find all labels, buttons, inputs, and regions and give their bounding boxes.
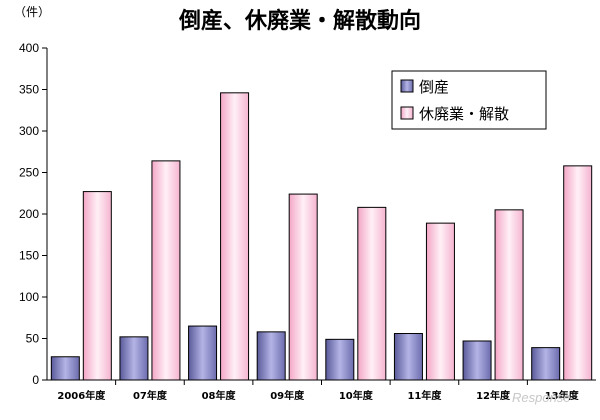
bar-closure-1 — [151, 160, 181, 381]
bar-closure-5 — [425, 222, 455, 381]
x-tick-label: 13年度 — [545, 389, 580, 402]
legend-label-bankruptcy: 倒産 — [419, 78, 449, 96]
y-tick-label: 100 — [19, 290, 39, 304]
legend-swatch-closure — [400, 106, 414, 120]
legend-swatch-bankruptcy — [400, 79, 414, 93]
y-tick-label: 300 — [19, 124, 39, 138]
legend: 倒産 休廃業・解散 — [391, 70, 547, 130]
y-tick-label: 200 — [19, 207, 39, 221]
bar-closure-6 — [494, 209, 524, 381]
chart-title: 倒産、休廃業・解散動向 — [178, 8, 421, 34]
y-tick-label: 50 — [26, 332, 40, 346]
legend-label-closure: 休廃業・解散 — [419, 105, 509, 123]
x-axis-ticks: 2006年度 07年度 08年度 09年度 10年度 11年度 12年度 13年度 — [57, 380, 580, 402]
bar-bankruptcy-7 — [531, 347, 561, 381]
y-tick-label: 250 — [19, 166, 39, 180]
bar-closure-7 — [563, 165, 593, 381]
x-tick-label: 11年度 — [407, 389, 442, 402]
y-axis-ticks: 0 50 100 150 200 250 300 350 400 — [19, 41, 47, 387]
bar-closure-4 — [357, 206, 387, 381]
y-axis-unit-label: （件） — [14, 5, 50, 19]
bars-group — [50, 92, 593, 381]
x-tick-label: 09年度 — [270, 389, 305, 402]
bar-bankruptcy-3 — [256, 331, 286, 381]
bar-closure-3 — [288, 193, 318, 381]
bar-bankruptcy-5 — [393, 333, 423, 381]
bar-bankruptcy-2 — [188, 325, 218, 381]
x-tick-label: 07年度 — [133, 389, 168, 402]
y-tick-label: 400 — [19, 41, 39, 55]
bar-closure-2 — [220, 92, 250, 381]
bar-bankruptcy-1 — [119, 336, 149, 381]
bar-bankruptcy-6 — [462, 340, 492, 381]
x-tick-label: 10年度 — [339, 389, 374, 402]
legend-box — [391, 70, 547, 130]
bar-bankruptcy-0 — [50, 356, 80, 381]
x-tick-label: 2006年度 — [57, 389, 106, 402]
y-tick-label: 0 — [32, 373, 39, 387]
y-tick-label: 150 — [19, 249, 39, 263]
bar-closure-0 — [82, 191, 112, 381]
y-tick-label: 350 — [19, 83, 39, 97]
x-tick-label: 08年度 — [202, 389, 237, 402]
bar-bankruptcy-4 — [325, 338, 355, 381]
x-tick-label: 12年度 — [476, 389, 511, 402]
watermark-text: Response — [512, 390, 571, 405]
